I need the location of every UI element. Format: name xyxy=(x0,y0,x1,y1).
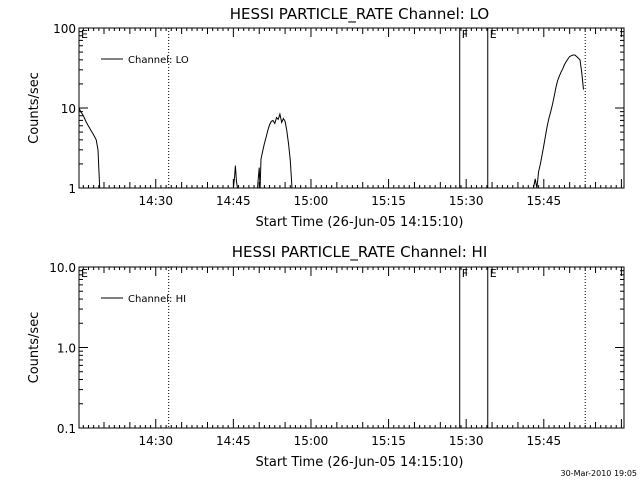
chart2-x-tick-label: 15:15 xyxy=(371,434,406,448)
chart2-plot-frame xyxy=(78,266,625,429)
chart1-x-axis-label: Start Time (26-Jun-05 14:15:10) xyxy=(256,215,464,230)
chart1-x-tick-label: 14:45 xyxy=(216,194,251,208)
chart1-y-tick-label: 1 xyxy=(68,182,76,196)
chart1-x-tick-label: 15:15 xyxy=(371,194,406,208)
chart1-y-axis-label: Counts/sec xyxy=(27,72,42,144)
chart1-x-tick-label: 15:45 xyxy=(527,194,562,208)
chart1-x-tick-label: 14:30 xyxy=(138,194,173,208)
chart2-event-label: E xyxy=(81,267,88,280)
chart1-y-tick-label: 10 xyxy=(61,102,76,116)
chart1-series-line xyxy=(232,165,238,189)
chart1-x-tick-label: 15:00 xyxy=(294,194,329,208)
chart1-series-line xyxy=(533,54,584,189)
chart2-x-tick-label: 15:45 xyxy=(527,434,562,448)
chart2-x-axis-label: Start Time (26-Jun-05 14:15:10) xyxy=(256,455,464,470)
chart1-plot-frame xyxy=(78,27,625,189)
chart2-event-label: E xyxy=(490,267,497,280)
chart2-y-axis-label: Counts/sec xyxy=(27,312,42,384)
chart2-x-tick-label: 14:30 xyxy=(138,434,173,448)
chart1-legend-label: Channel: LO xyxy=(128,55,189,66)
chart1-series-line xyxy=(257,112,293,189)
chart2-x-tick-label: 15:00 xyxy=(294,434,329,448)
chart2-event-label: F xyxy=(462,267,468,280)
chart1-title: HESSI PARTICLE_RATE Channel: LO xyxy=(230,5,489,24)
footer-timestamp: 30-Mar-2010 19:05 xyxy=(561,469,638,478)
chart1-y-tick-label: 100 xyxy=(53,22,76,36)
chart1-event-label: F xyxy=(462,28,468,41)
chart2-x-tick-label: 14:45 xyxy=(216,434,251,448)
chart2-x-tick-label: 15:30 xyxy=(449,434,484,448)
chart2-title: HESSI PARTICLE_RATE Channel: HI xyxy=(232,243,488,262)
chart2-y-tick-label: 0.1 xyxy=(57,422,76,436)
chart1-event-label: E xyxy=(81,28,88,41)
chart2-legend-label: Channel: HI xyxy=(128,294,186,305)
chart2-y-tick-label: 1.0 xyxy=(57,342,76,356)
chart1-event-label: E xyxy=(490,28,497,41)
chart2-y-tick-label: 10.0 xyxy=(49,261,76,275)
chart1-series-line xyxy=(78,107,101,189)
chart1-x-tick-label: 15:30 xyxy=(449,194,484,208)
